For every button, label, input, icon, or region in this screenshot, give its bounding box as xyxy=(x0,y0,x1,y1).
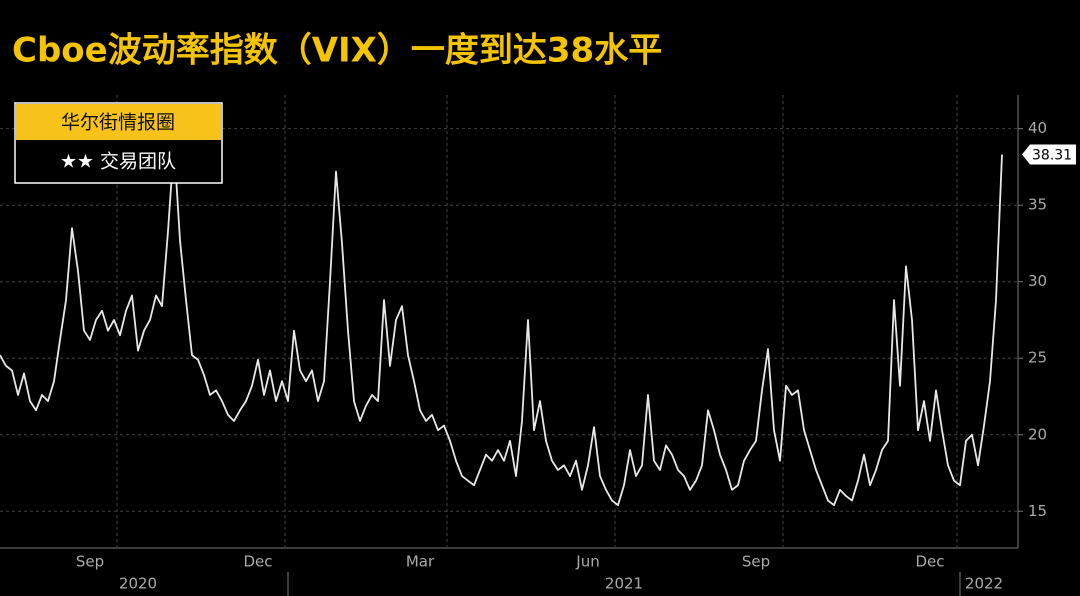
badge-header xyxy=(16,104,221,140)
y-tick-label: 30 xyxy=(1028,272,1047,290)
x-tick-label: Dec xyxy=(915,553,944,571)
x-tick-label: Jun xyxy=(575,553,599,571)
y-tick-label: 35 xyxy=(1028,196,1047,214)
y-tick-label: 15 xyxy=(1028,502,1047,520)
year-label: 2022 xyxy=(965,575,1003,593)
y-tick-label: 20 xyxy=(1028,425,1047,443)
plot: 15 20 25 30 35 40 Sep Dec Mar Jun Sep Dec 2020 2021 20… xyxy=(0,95,1076,593)
x-tick-label: Sep xyxy=(742,553,770,571)
x-tick-label: Dec xyxy=(243,553,272,571)
y-tick-label: 25 xyxy=(1028,349,1047,367)
line xyxy=(0,143,1003,507)
year-label: 2021 xyxy=(605,575,643,593)
badge-subtitle: ★★ 交易团队 xyxy=(60,151,176,173)
chart-title: Cboe波动率指数（VIX）一度到达38水平 xyxy=(12,31,662,71)
badge: 华尔街情报圈 ★★ 交易团队 xyxy=(14,102,223,184)
year-label: 2020 xyxy=(119,575,157,593)
x-tick-label: Mar xyxy=(406,553,435,571)
x-tick-label: Sep xyxy=(76,553,104,571)
last-value-label: 38.31 xyxy=(1032,148,1072,164)
badge-title: 华尔街情报圈 xyxy=(61,112,175,134)
last-value-box xyxy=(1022,144,1076,165)
y-tick-label: 40 xyxy=(1028,119,1047,137)
